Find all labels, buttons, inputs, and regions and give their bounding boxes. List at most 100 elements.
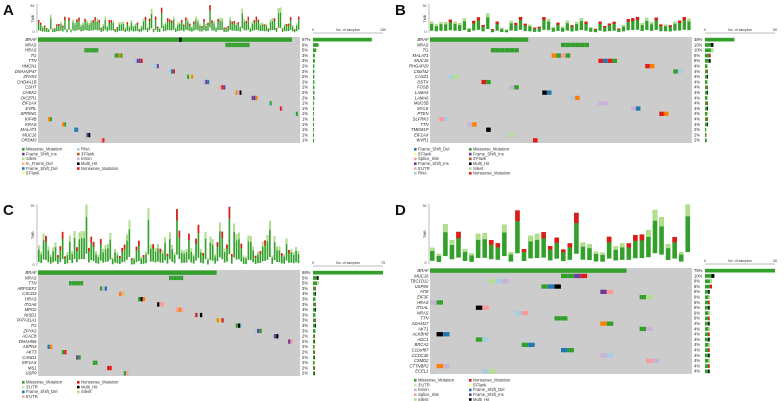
legend-swatch — [414, 383, 417, 387]
legend-swatch — [414, 162, 417, 165]
tmb-bar-top — [295, 247, 297, 252]
tmb-bar-top — [85, 204, 88, 217]
tmb-bar — [38, 19, 40, 31]
tmb-bar — [486, 13, 490, 30]
gene-percent: 1% — [302, 117, 308, 122]
tmb-bar — [135, 246, 138, 263]
tmb-bar-top — [580, 242, 586, 247]
tmb-bar — [508, 252, 514, 262]
gene-label: EIF1AX — [414, 132, 429, 137]
cell-MALAT1 — [561, 53, 566, 58]
sample-bar-seg — [706, 122, 708, 127]
cell-PATA31A1 — [221, 318, 224, 323]
cell-TG — [504, 48, 510, 53]
tmb-bar — [84, 18, 86, 31]
cell-CHD4A1B — [203, 79, 206, 85]
tmb-bar-top — [486, 13, 490, 18]
cell-EIF1AX — [267, 101, 270, 106]
cell-LAMA6 — [570, 95, 575, 101]
tmb-min-tick: 0 — [425, 261, 427, 265]
cell-EIF1AX — [95, 360, 98, 365]
tmb-bar-top — [126, 234, 128, 241]
cell-HRAS — [430, 300, 437, 305]
cell-NRAS — [243, 42, 246, 48]
cell-ZFHX3 — [257, 328, 260, 334]
matrix-background — [38, 270, 300, 376]
gene-percent: 3% — [302, 286, 308, 291]
gene-percent: 8% — [694, 279, 700, 284]
tmb-bar — [171, 245, 174, 262]
sample-bar — [313, 292, 316, 296]
tmb-bar — [197, 224, 200, 258]
tmb-bar — [295, 247, 297, 263]
tmb-bar-top — [541, 232, 546, 239]
tmb-bar-top — [554, 237, 560, 243]
gene-label: TG — [31, 53, 38, 58]
tmb-bar-top — [283, 23, 286, 26]
tmb-bar — [140, 256, 143, 265]
gene-percent: 1% — [302, 127, 308, 132]
gene-label: HRAS — [25, 48, 37, 53]
tmb-bar — [285, 238, 288, 261]
tmb-bar — [537, 26, 541, 32]
legend-swatch — [414, 172, 417, 175]
tmb-bar — [48, 28, 50, 33]
gene-label: EIF1AX — [22, 101, 37, 106]
tmb-bar-top — [128, 25, 131, 28]
samples-label: No. of samples — [728, 259, 752, 263]
gene-percent: 2% — [302, 85, 308, 90]
tmb-bar — [593, 251, 599, 262]
tmb-bar — [444, 22, 448, 31]
tmb-bar-top — [245, 20, 247, 24]
sample-bar — [313, 307, 316, 312]
tmb-bar — [249, 27, 252, 32]
tmb-bar-top — [166, 18, 169, 22]
tmb-bar — [59, 246, 62, 263]
gene-percent: 75% — [694, 268, 703, 273]
sample-bar — [705, 133, 707, 137]
tmb-bar — [152, 244, 154, 262]
tmb-bar-top — [521, 249, 527, 253]
tmb-bar — [120, 22, 123, 31]
tmb-bar — [290, 249, 293, 263]
tmb-bar — [95, 251, 97, 264]
tmb-bar-top — [106, 25, 108, 28]
gene-percent: 1% — [302, 132, 308, 137]
gene-label: SPRING — [20, 111, 37, 116]
tmb-bar-top — [556, 22, 560, 25]
legend-label: Splice_Site — [418, 156, 440, 161]
tmb-bar — [171, 20, 173, 31]
sample-bar — [705, 43, 714, 47]
tmb-bar — [110, 20, 112, 31]
tmb-bar-top — [551, 26, 555, 29]
gene-label: C5orf42 — [414, 69, 430, 74]
cell-MS1 — [109, 365, 112, 371]
legend-label: Multi_Hit — [473, 161, 490, 166]
legend-swatch — [469, 157, 472, 161]
cell-NRAS — [180, 275, 184, 281]
tmb-bar — [199, 24, 201, 32]
tmb-bar — [74, 22, 76, 31]
tmb-bar — [158, 27, 161, 32]
gene-percent: 3% — [302, 302, 308, 307]
tmb-bar-top — [213, 21, 215, 24]
tmb-bar — [570, 25, 574, 32]
gene-percent: 4% — [694, 332, 700, 337]
tmb-bar — [434, 24, 438, 32]
cell-LAMA4 — [546, 90, 552, 95]
legend-label: Silent — [26, 156, 37, 161]
tmb-bar-top — [102, 249, 104, 253]
gene-percent: 4% — [694, 358, 700, 363]
tmb-bar-top — [157, 244, 159, 249]
tmb-bar-top — [495, 243, 501, 248]
sample-bar — [313, 334, 315, 339]
tmb-bar-top — [207, 22, 209, 25]
oncoplot-b: B TMB 30 0 BRAF 38% NRAS 10% TG 10% MALAT1 6% MUC16 6… — [395, 2, 777, 176]
tmb-bar — [102, 24, 104, 32]
samples-min-tick: 0 — [704, 259, 706, 263]
tmb-bar-top — [593, 251, 599, 254]
cell-MUC16 — [580, 273, 588, 279]
tmb-bar-top — [640, 22, 644, 25]
tmb-bar-top — [42, 233, 45, 241]
tmb-bar-top — [152, 28, 155, 30]
